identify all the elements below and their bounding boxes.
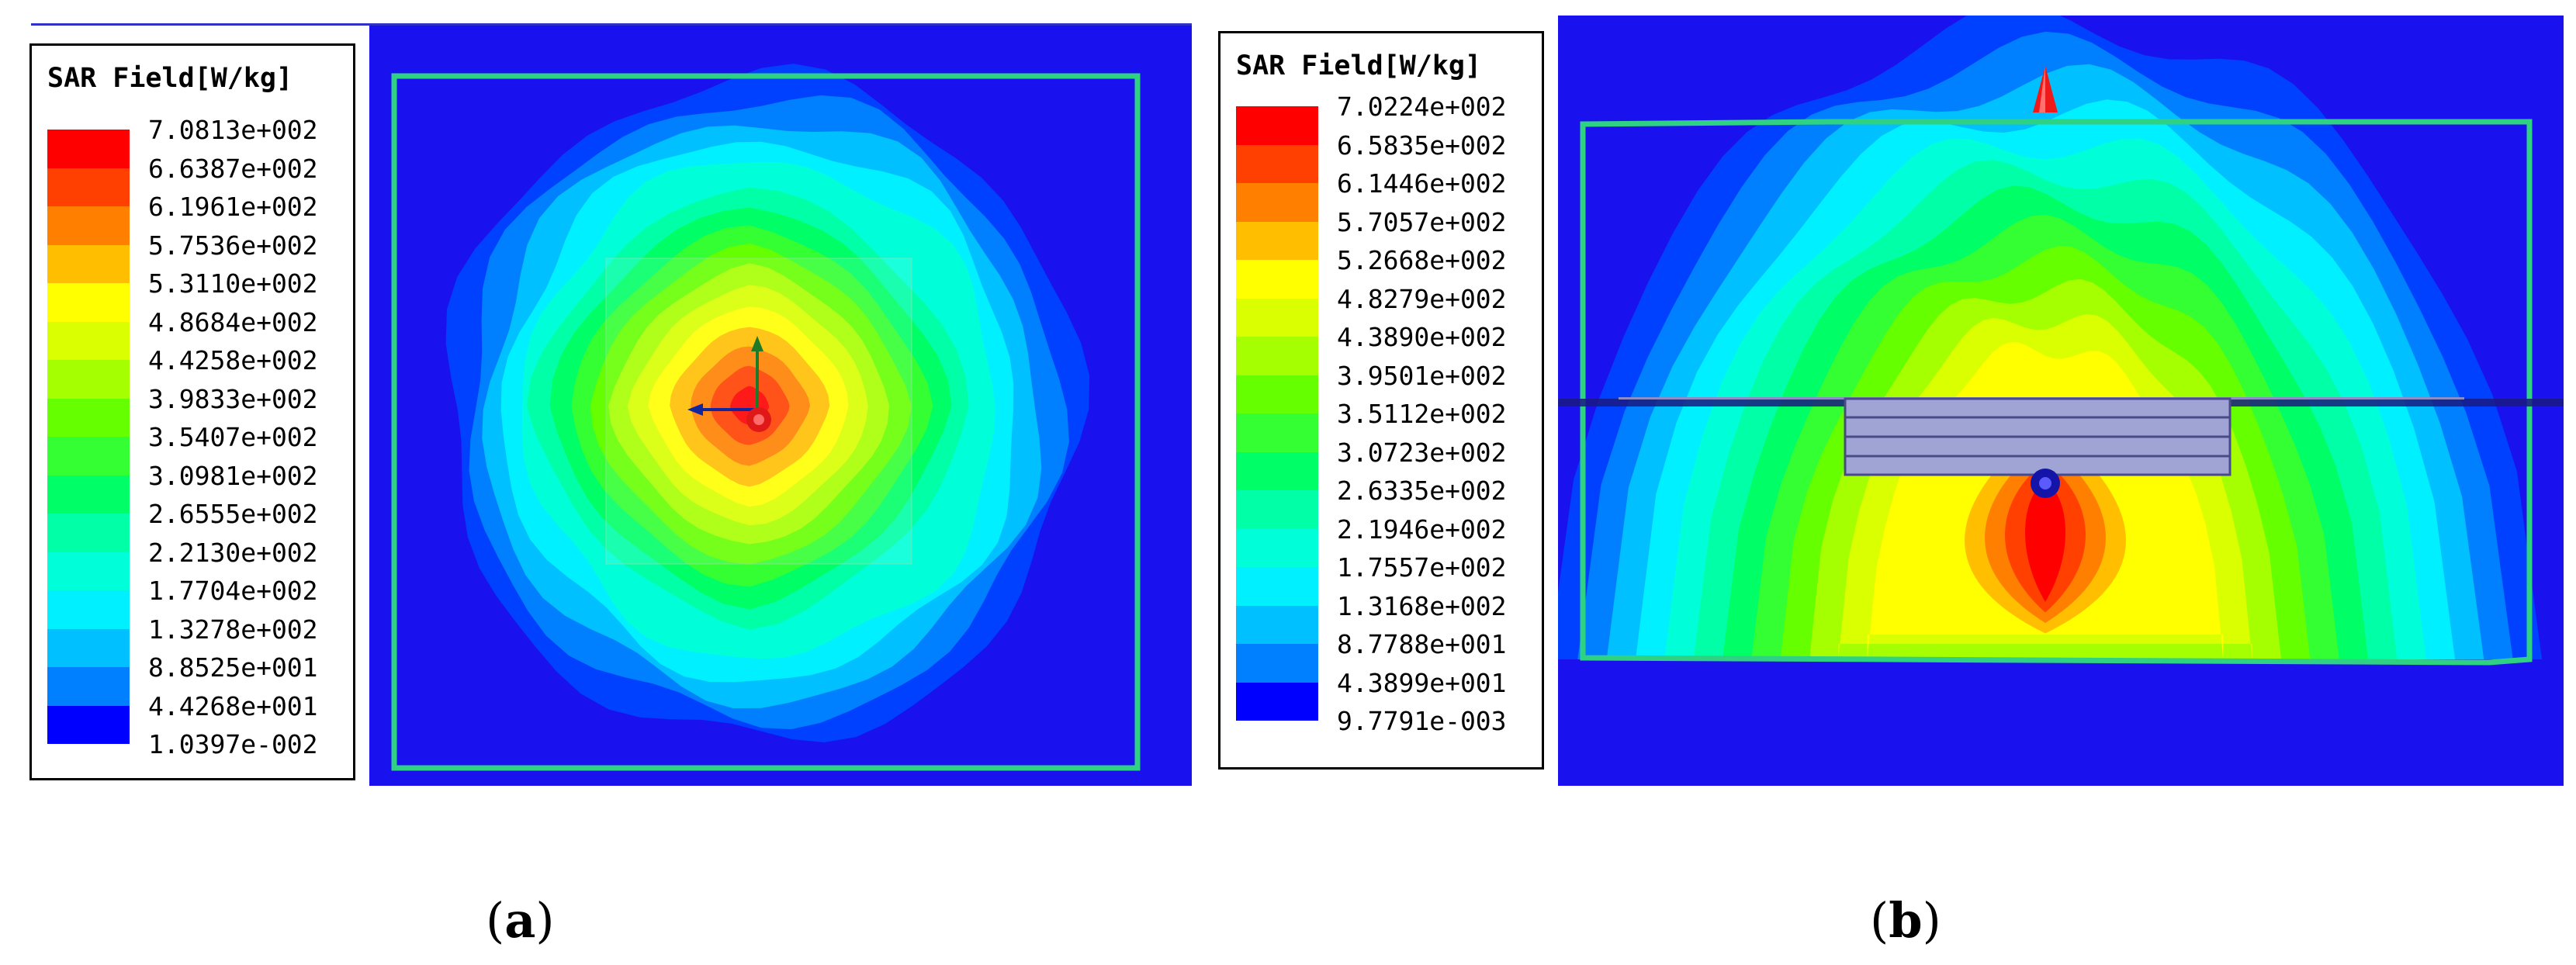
legend-swatch bbox=[47, 475, 130, 514]
caption-b-letter: b bbox=[1889, 892, 1923, 949]
legend-swatch bbox=[1236, 605, 1318, 644]
legend-value: 6.1446e+002 bbox=[1337, 168, 1507, 199]
legend-value: 2.6555e+002 bbox=[148, 499, 318, 529]
legend-value: 1.7557e+002 bbox=[1337, 552, 1507, 583]
legend-swatch bbox=[1236, 528, 1318, 567]
antenna-stack bbox=[1844, 397, 2231, 476]
legend-swatch bbox=[47, 667, 130, 706]
legend-value: 8.8525e+001 bbox=[148, 652, 318, 683]
legend-value: 1.3168e+002 bbox=[1337, 590, 1507, 621]
legend-swatch bbox=[1236, 682, 1318, 721]
sar-plot-a bbox=[369, 26, 1192, 786]
cone-marker-icon bbox=[2033, 66, 2058, 112]
legend-swatch bbox=[1236, 221, 1318, 260]
legend-value: 5.2668e+002 bbox=[1337, 245, 1507, 275]
legend-value: 3.5112e+002 bbox=[1337, 399, 1507, 429]
legend-value: 5.7057e+002 bbox=[1337, 206, 1507, 237]
legend-value: 3.9501e+002 bbox=[1337, 360, 1507, 391]
legend-value: 3.9833e+002 bbox=[148, 383, 318, 414]
legend-swatch bbox=[1236, 260, 1318, 299]
legend-value: 7.0224e+002 bbox=[1337, 92, 1507, 122]
legend-swatch bbox=[47, 244, 130, 283]
legend-value: 5.3110e+002 bbox=[148, 268, 318, 299]
legend-value: 6.6387e+002 bbox=[148, 153, 318, 184]
legend-swatch bbox=[47, 360, 130, 399]
legend-swatch bbox=[1236, 375, 1318, 413]
legend-swatch bbox=[1236, 337, 1318, 375]
legend-swatch bbox=[1236, 183, 1318, 222]
legend-value: 4.8279e+002 bbox=[1337, 283, 1507, 314]
legend-swatch bbox=[47, 321, 130, 360]
legend-value: 6.5835e+002 bbox=[1337, 130, 1507, 161]
legend-swatch bbox=[1236, 644, 1318, 683]
legend-swatch bbox=[1236, 106, 1318, 145]
caption-a-close: ) bbox=[535, 892, 555, 949]
legend-value: 9.7791e-003 bbox=[1337, 706, 1507, 736]
axis-triad-icon bbox=[687, 336, 771, 432]
legend-swatch bbox=[47, 283, 130, 322]
legend-swatch bbox=[1236, 567, 1318, 606]
sar-plot-b bbox=[1558, 16, 2564, 786]
legend-a: SAR Field[W/kg] 7.0813e+002 6.6387e+002 6.… bbox=[29, 43, 355, 780]
legend-swatch bbox=[47, 628, 130, 667]
caption-a: (a) bbox=[486, 892, 555, 949]
legend-swatch bbox=[47, 168, 130, 206]
top-rule bbox=[31, 23, 1192, 26]
legend-value: 4.4258e+002 bbox=[148, 345, 318, 375]
legend-swatch bbox=[1236, 451, 1318, 490]
legend-value: 1.7704e+002 bbox=[148, 576, 318, 606]
legend-value: 8.7788e+001 bbox=[1337, 629, 1507, 659]
legend-swatch bbox=[47, 206, 130, 245]
caption-b-close: ) bbox=[1922, 892, 1941, 949]
legend-value: 1.3278e+002 bbox=[148, 614, 318, 645]
contour-band bbox=[2025, 481, 2065, 602]
caption-a-letter: a bbox=[504, 892, 536, 949]
caption-b-open: ( bbox=[1870, 892, 1889, 949]
legend-value: 2.1946e+002 bbox=[1337, 514, 1507, 545]
legend-swatch bbox=[47, 705, 130, 744]
legend-value: 2.6335e+002 bbox=[1337, 476, 1507, 506]
legend-swatch bbox=[47, 437, 130, 476]
legend-swatch bbox=[1236, 490, 1318, 529]
legend-value: 3.0981e+002 bbox=[148, 460, 318, 491]
legend-swatch bbox=[47, 130, 130, 168]
legend-swatch bbox=[47, 590, 130, 629]
legend-value: 4.3890e+002 bbox=[1337, 322, 1507, 352]
boundary-box-a bbox=[391, 73, 1141, 771]
legend-value: 2.2130e+002 bbox=[148, 537, 318, 568]
legend-value: 4.4268e+001 bbox=[148, 690, 318, 721]
sar-contours-b bbox=[1558, 16, 2564, 666]
legend-b: SAR Field[W/kg] 7.0224e+002 6.5835e+002 6.… bbox=[1218, 31, 1544, 770]
legend-value: 7.0813e+002 bbox=[148, 115, 318, 145]
legend-swatch bbox=[1236, 413, 1318, 452]
legend-swatch bbox=[47, 552, 130, 590]
legend-value: 5.7536e+002 bbox=[148, 230, 318, 261]
legend-swatch bbox=[1236, 298, 1318, 337]
legend-value: 4.3899e+001 bbox=[1337, 667, 1507, 698]
legend-title-a: SAR Field[W/kg] bbox=[47, 63, 293, 94]
legend-value: 1.0397e-002 bbox=[148, 729, 318, 759]
legend-value: 4.8684e+002 bbox=[148, 306, 318, 337]
sar-contours-a bbox=[391, 64, 1141, 771]
legend-title-b: SAR Field[W/kg] bbox=[1236, 50, 1482, 81]
legend-swatch bbox=[1236, 144, 1318, 183]
feed-port-icon bbox=[2031, 469, 2060, 498]
legend-swatch bbox=[47, 514, 130, 552]
caption-b: (b) bbox=[1870, 892, 1941, 949]
boundary-box-b bbox=[1580, 119, 2533, 666]
legend-swatch bbox=[47, 398, 130, 437]
legend-value: 6.1961e+002 bbox=[148, 192, 318, 222]
legend-value: 3.5407e+002 bbox=[148, 422, 318, 452]
legend-value: 3.0723e+002 bbox=[1337, 437, 1507, 468]
caption-a-open: ( bbox=[486, 892, 505, 949]
